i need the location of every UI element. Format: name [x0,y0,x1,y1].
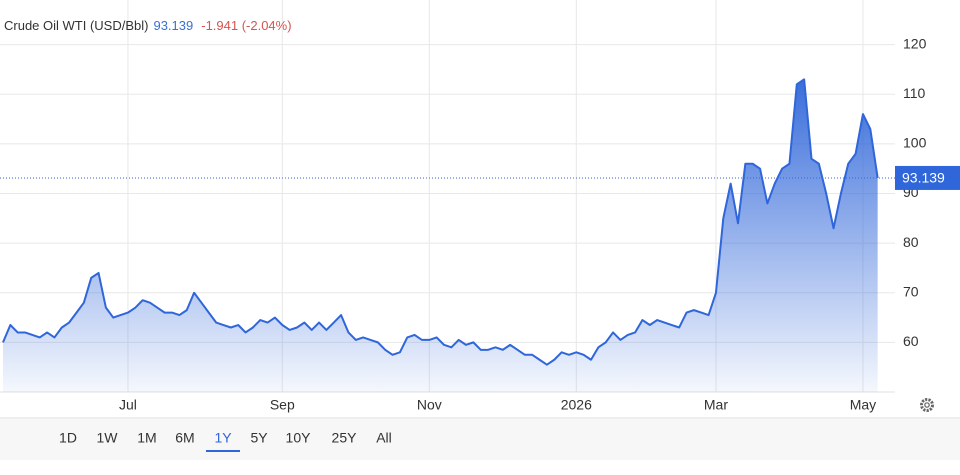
range-button[interactable]: 1Y [214,430,232,446]
header: Crude Oil WTI (USD/Bbl) 93.139 -1.941 (-2.… [4,18,292,33]
y-tick-label: 120 [903,35,927,51]
range-button[interactable]: 5Y [250,430,268,446]
plot [0,78,895,392]
x-tick-label: Sep [270,397,295,413]
y-tick-label: 70 [903,283,919,299]
line [2,78,879,366]
range-buttons: 1D 1W 1M 6M 1Y 5Y 10Y 25Y All [59,430,392,452]
range-button[interactable]: 6M [175,430,194,446]
y-tick-label: 100 [903,135,927,151]
selected-underline [206,450,240,452]
range-button[interactable]: 25Y [332,430,358,446]
change: -1.941 (-2.04%) [201,18,291,33]
area [3,79,878,392]
x-tick-label: Mar [704,397,728,413]
x-tick-label: 2026 [561,397,592,413]
last-value-label: 93.139 [902,170,945,186]
instrument-title: Crude Oil WTI (USD/Bbl) [4,18,148,33]
range-bar [0,419,960,460]
range-button[interactable]: 10Y [286,430,312,446]
y-tick-label: 110 [903,85,926,101]
range-button[interactable]: 1D [59,430,77,446]
y-tick-label: 60 [903,333,919,349]
range-button[interactable]: 1W [97,430,119,446]
y-tick-label: 80 [903,234,919,250]
range-button[interactable]: All [376,430,392,446]
price: 93.139 [153,18,193,33]
last-value-tag [895,165,960,190]
settings-icon[interactable] [920,398,934,412]
x-tick-label: May [850,397,876,413]
x-tick-label: Jul [119,397,137,413]
x-tick-label: Nov [417,397,442,413]
range-button[interactable]: 1M [137,430,156,446]
